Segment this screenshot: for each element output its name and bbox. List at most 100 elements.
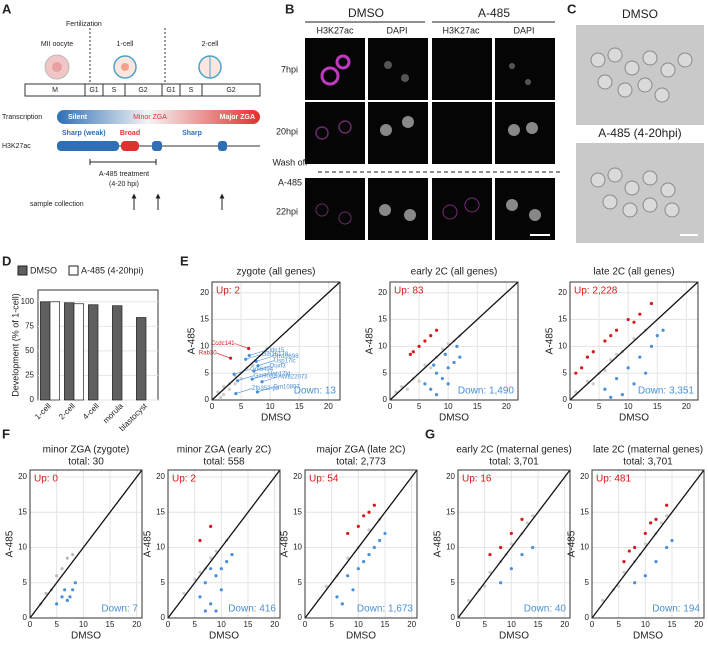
x-tick-label: 5 [417,402,422,411]
micrograph [576,143,704,243]
x-tick-label: 10 [641,620,650,629]
point [665,545,669,550]
row-label: 7hpi [281,64,298,74]
point [233,382,237,386]
label: Wash off [272,157,308,167]
down-label: Down: 13 [294,386,337,397]
leader-line [257,386,274,393]
stage: MII oocyte [41,41,73,48]
phase: S [189,87,194,94]
point [488,552,492,557]
point [216,390,220,394]
point [417,379,421,383]
point [429,387,433,391]
y-tick-label: 15 [156,507,165,516]
point [617,584,621,588]
leader-line [234,343,249,349]
point [654,517,658,521]
label: Sharp [182,130,202,137]
y-tick-label: 0 [30,395,35,404]
x-tick-label: 10 [79,620,88,629]
point [55,574,59,578]
point [609,395,613,399]
point [440,347,444,351]
y-tick-label: 10 [156,543,165,552]
point [655,334,659,338]
point [643,531,647,536]
y-tick-label: 10 [378,341,387,350]
x-axis-label: DMSO [346,631,376,642]
chart-subtitle: total: 2,773 [336,457,386,468]
point [362,514,366,518]
point [649,344,654,348]
point [622,560,626,564]
up-label: Up: 16 [462,474,492,485]
x-tick-label: 15 [106,620,115,629]
y-tick-label: 5 [161,578,166,587]
x-tick-label: 0 [210,402,215,411]
y-tick-label: 15 [580,507,589,516]
label: A-485 treatment [99,171,149,178]
x-axis-label: DMSO [209,631,239,642]
point [649,521,653,525]
panel-label: D [2,253,11,268]
point [367,528,371,532]
point [198,538,202,543]
diagonal [211,281,341,401]
x-axis-label: DMSO [633,631,663,642]
point [346,531,350,536]
point [585,355,590,359]
leader-line [237,375,254,381]
x-tick-label: 10 [444,402,453,411]
point [520,517,524,521]
stage: 1-cell [117,41,134,48]
cell-icon [52,62,62,72]
point [182,591,186,595]
x-tick-label: 10 [624,402,633,411]
y-tick-label: 15 [378,315,387,324]
label: (4-20 hpi) [109,181,139,188]
plot-border [457,469,571,619]
y-tick-label: 10 [200,341,209,350]
plot-border [29,469,143,619]
label: Broad [120,130,140,137]
y-axis-label: A-485 [280,530,291,557]
point [209,524,213,528]
point [203,581,207,585]
micrograph [576,25,704,125]
point [440,376,444,381]
plot-border [569,281,699,401]
point [446,366,450,370]
x-tick-label: 5 [329,620,334,629]
point [60,567,64,571]
x-tick-label: 20 [407,620,416,629]
point [251,363,255,367]
point [649,301,654,306]
point [614,328,619,332]
point [483,584,487,588]
y-tick-label: 5 [563,368,568,377]
point [432,363,436,367]
point [65,556,69,560]
point [467,598,471,602]
point [633,581,637,585]
phase: G1 [89,87,98,94]
point [423,382,427,386]
gene-label: Rab30 [199,351,217,357]
gene-label: Gm10698 [272,354,299,360]
point [574,371,578,375]
point [458,355,462,359]
y-tick-label: 75 [25,321,34,330]
channel-label: DAPI [513,25,534,35]
x-tick-label: 10 [266,402,275,411]
point [654,560,658,564]
y-axis-label: A-485 [433,530,444,557]
x-tick-label: 5 [616,620,621,629]
x-tick-label: 15 [534,620,543,629]
gene-label: Gm10807 [273,385,300,391]
gene-label: Gm6494 [250,367,274,373]
panel-label: G [425,426,435,441]
point [622,570,626,574]
phase: M [52,87,58,94]
